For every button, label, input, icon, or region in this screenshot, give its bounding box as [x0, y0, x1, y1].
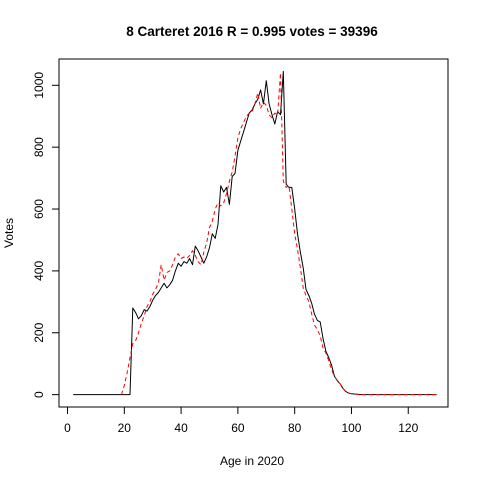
y-tick-label: 1000 [32, 72, 46, 99]
x-tick-label: 80 [288, 421, 302, 435]
y-tick-label: 400 [32, 261, 46, 281]
x-tick-label: 100 [341, 421, 361, 435]
y-tick-label: 0 [32, 391, 46, 398]
series-line-dashed [121, 72, 437, 396]
chart-title: 8 Carteret 2016 R = 0.995 votes = 39396 [126, 24, 378, 39]
plot-frame [58, 58, 449, 408]
x-axis: 0 20 40 60 80 100 120 [64, 406, 419, 435]
y-axis: 0 200 400 600 800 1000 [32, 72, 60, 398]
x-axis-label: Age in 2020 [220, 454, 284, 468]
series-line-solid [73, 70, 437, 396]
y-axis-label: Votes [2, 218, 16, 248]
series-layer [73, 70, 437, 396]
y-tick-label: 600 [32, 199, 46, 219]
x-tick-label: 60 [231, 421, 245, 435]
y-tick-label: 800 [32, 137, 46, 157]
x-tick-label: 40 [174, 421, 188, 435]
x-tick-label: 20 [118, 421, 132, 435]
y-tick-label: 200 [32, 322, 46, 342]
x-tick-label: 0 [64, 421, 71, 435]
x-tick-label: 120 [398, 421, 418, 435]
